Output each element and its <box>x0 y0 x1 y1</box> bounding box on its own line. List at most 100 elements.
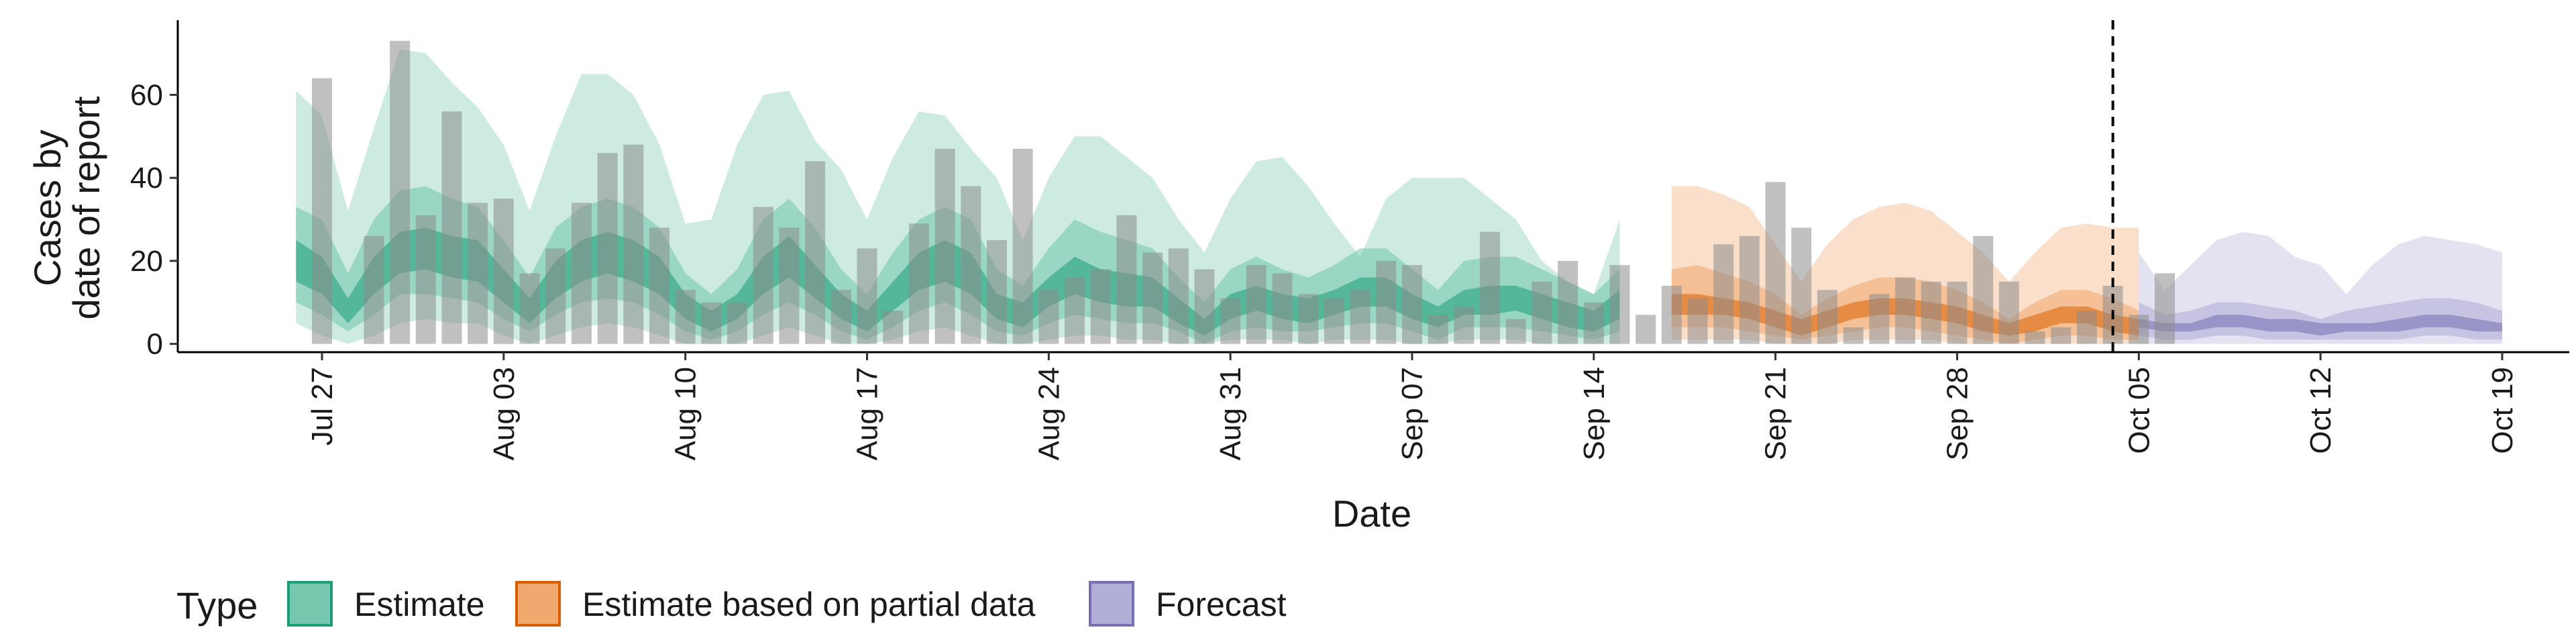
case-bar <box>753 207 773 344</box>
x-tick-label: Sep 14 <box>1578 367 1611 460</box>
x-tick-label: Sep 28 <box>1941 367 1974 460</box>
axes-layer: 0 20 40 60 Jul 27 Aug 03 Aug 10 Aug 17 Aug 24 Aug… <box>130 20 2569 460</box>
case-bar <box>986 239 1007 344</box>
x-tick-label: Aug 24 <box>1032 367 1065 460</box>
case-bar <box>415 215 436 344</box>
case-bar <box>857 248 877 344</box>
case-bar <box>701 302 722 344</box>
case-bar <box>1168 248 1189 344</box>
case-bar <box>1505 319 1526 344</box>
case-bar <box>934 148 955 344</box>
x-tick-label: Oct 19 <box>2486 367 2519 454</box>
case-bar <box>1869 294 1890 344</box>
case-bar <box>649 227 669 344</box>
case-bar <box>1947 281 1968 344</box>
case-bar <box>1921 281 1941 344</box>
bars-layer <box>312 40 2175 344</box>
case-bar <box>1350 290 1371 344</box>
forecast-inner-band <box>2139 315 2502 336</box>
legend-key <box>1089 581 1134 627</box>
case-bar <box>1272 273 1293 344</box>
case-bar <box>1609 265 1630 344</box>
case-bar <box>1558 260 1578 344</box>
case-bar <box>1635 315 1656 344</box>
case-bar <box>727 302 747 344</box>
case-bar <box>312 78 332 344</box>
x-tick-label: Sep 21 <box>1760 367 1792 460</box>
case-bar <box>1998 281 2019 344</box>
y-tick-label: 60 <box>130 78 163 111</box>
case-bar <box>1739 235 1760 344</box>
case-bar <box>1454 306 1474 344</box>
case-bar <box>779 227 800 344</box>
case-bar <box>1142 252 1163 344</box>
x-tick-label: Oct 05 <box>2123 367 2155 454</box>
case-bar <box>1973 235 1994 344</box>
case-bar <box>1012 148 1033 344</box>
case-bar <box>1791 227 1812 344</box>
case-bar <box>441 111 462 344</box>
case-bar <box>468 203 488 344</box>
case-bar <box>571 203 592 344</box>
case-bar <box>2155 273 2175 344</box>
legend-label: Forecast <box>1156 586 1287 623</box>
case-bar <box>1661 286 1682 344</box>
y-axis-title-line-1: Cases by <box>26 129 68 286</box>
case-bar <box>1817 290 1837 344</box>
x-tick-label: Jul 27 <box>306 367 339 445</box>
case-bar <box>1583 302 1604 344</box>
case-bar <box>1324 298 1344 344</box>
case-bar <box>364 235 384 344</box>
case-bar <box>519 273 540 344</box>
case-bar <box>1220 298 1241 344</box>
case-bar <box>908 223 929 344</box>
case-bar <box>1038 290 1059 344</box>
labels-layer: Cases by date of report Date <box>26 96 1411 535</box>
case-bar <box>1765 182 1786 344</box>
legend-label: Estimate <box>354 586 485 623</box>
case-bar <box>805 161 826 344</box>
case-bar <box>1532 281 1552 344</box>
case-bar <box>1090 269 1111 344</box>
case-bar <box>2025 331 2045 344</box>
case-bar <box>830 290 851 344</box>
case-bar <box>1687 298 1708 344</box>
x-tick-label: Aug 31 <box>1214 367 1247 460</box>
case-bar <box>390 40 411 344</box>
y-axis-title-line-2: date of report <box>65 96 107 320</box>
case-bar <box>1480 231 1501 344</box>
case-bar <box>1116 215 1137 344</box>
case-bar <box>2076 311 2097 344</box>
x-tick-label: Oct 12 <box>2304 367 2337 454</box>
case-bar <box>1246 265 1267 344</box>
legend-title: Type <box>176 584 258 627</box>
case-bar <box>1895 277 1916 344</box>
y-tick-label: 20 <box>130 245 163 278</box>
case-bar <box>545 248 566 344</box>
y-tick-label: 0 <box>147 328 163 361</box>
case-bar <box>961 186 981 344</box>
case-bar <box>675 290 696 344</box>
x-tick-label: Aug 03 <box>488 367 521 460</box>
case-bar <box>597 153 618 344</box>
case-bar <box>1428 315 1448 344</box>
x-tick-label: Aug 17 <box>851 367 883 460</box>
case-bar <box>1843 327 1864 344</box>
case-bar <box>1298 294 1319 344</box>
legend-key <box>515 581 561 627</box>
case-bar <box>623 144 644 344</box>
case-bar <box>1376 260 1397 344</box>
legend: Type Estimate Estimate based on partial d… <box>176 581 1287 627</box>
case-bar <box>883 311 904 344</box>
estimate-based-on-partial-data-inner-band <box>1671 294 2139 336</box>
y-tick-label: 40 <box>130 162 163 195</box>
estimate-based-on-partial-data-outer-band <box>1671 186 2139 344</box>
case-bar <box>2051 327 2072 344</box>
x-tick-label: Sep 07 <box>1396 367 1429 460</box>
case-bar <box>2129 315 2149 344</box>
case-bar <box>493 199 514 344</box>
x-axis-title: Date <box>1332 492 1411 535</box>
case-bar <box>1194 269 1215 344</box>
case-bar <box>1713 244 1734 344</box>
